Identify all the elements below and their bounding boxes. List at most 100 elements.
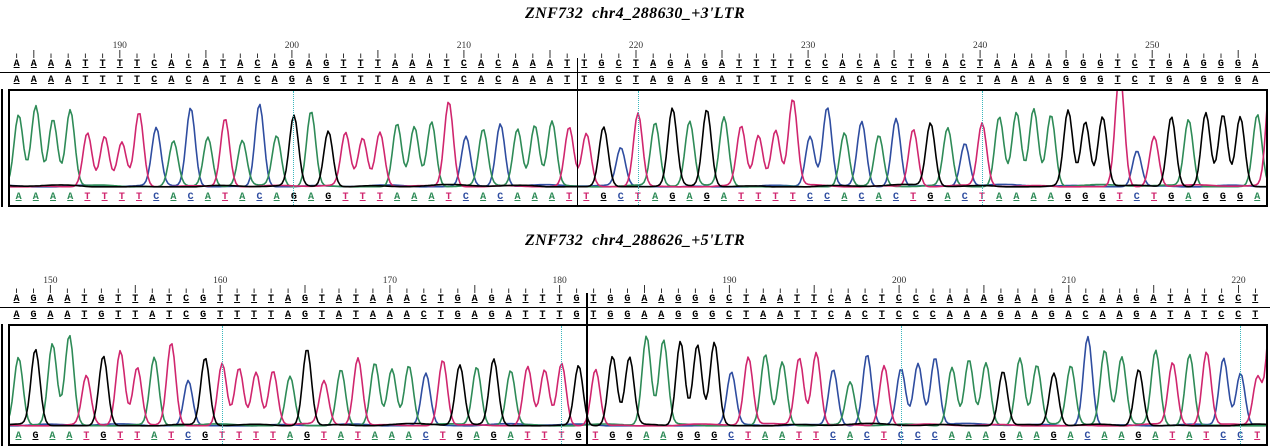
base-letter: T: [251, 294, 258, 305]
base-letter: G: [624, 310, 631, 321]
base-letter: A: [308, 192, 315, 203]
base-letter: G: [301, 310, 308, 321]
base-letter: T: [101, 192, 108, 203]
base-letter: T: [115, 294, 122, 305]
base-letter: T: [976, 59, 983, 70]
base-letter: A: [1011, 75, 1018, 86]
base-letter: A: [948, 431, 955, 442]
base-letter: G: [1202, 192, 1209, 203]
base-letter: C: [959, 75, 966, 86]
base-letter: T: [522, 310, 529, 321]
base-letter: A: [846, 431, 853, 442]
segment-divider-line: [576, 58, 579, 207]
base-letter: T: [1114, 59, 1121, 70]
position-ruler: 150 160 170 180 190 200 210 220: [16, 276, 1256, 293]
base-letter: G: [607, 294, 614, 305]
base-letter: A: [286, 431, 293, 442]
base-letter: T: [755, 192, 762, 203]
base-letter: A: [149, 294, 156, 305]
base-letter: C: [912, 310, 919, 321]
base-letter: A: [1252, 75, 1259, 86]
base-letter: T: [270, 431, 277, 442]
base-letter: A: [369, 310, 376, 321]
base-letter: C: [185, 431, 192, 442]
base-letter: T: [253, 431, 260, 442]
base-letter: A: [65, 75, 72, 86]
base-letter: A: [514, 192, 521, 203]
base-letter: A: [388, 431, 395, 442]
base-letter: T: [234, 294, 241, 305]
base-letter: C: [497, 192, 504, 203]
base-letter: A: [202, 75, 209, 86]
base-letter: A: [1099, 294, 1106, 305]
base-letter: G: [709, 294, 716, 305]
base-letter: A: [512, 75, 519, 86]
base-letter: G: [925, 59, 932, 70]
base-letter: G: [1166, 59, 1173, 70]
base-letter: A: [202, 59, 209, 70]
ruler-number: 150: [43, 276, 58, 286]
base-letter: T: [357, 59, 364, 70]
base-letter: A: [306, 75, 313, 86]
base-letter: G: [694, 431, 701, 442]
base-letter: T: [115, 310, 122, 321]
base-letter: A: [30, 59, 37, 70]
base-letter: T: [736, 59, 743, 70]
base-letter: A: [980, 310, 987, 321]
base-letter: A: [271, 59, 278, 70]
base-letter: G: [1080, 59, 1087, 70]
base-letter: A: [505, 310, 512, 321]
base-letter: A: [996, 192, 1003, 203]
base-letter: A: [1099, 310, 1106, 321]
base-letter: C: [728, 431, 735, 442]
base-letter: A: [168, 75, 175, 86]
base-letter: T: [564, 59, 571, 70]
base-letter: T: [251, 310, 258, 321]
base-letter: A: [371, 431, 378, 442]
base-letter: A: [650, 59, 657, 70]
base-letter: A: [478, 75, 485, 86]
base-letter: A: [1116, 294, 1123, 305]
base-letter: G: [288, 75, 295, 86]
base-letter: T: [880, 431, 887, 442]
trace-path-T: [10, 343, 1266, 427]
base-letter: C: [806, 192, 813, 203]
base-letter: C: [151, 59, 158, 70]
chromatogram-panel-2: ZNF732 chr4_288626_+5'LTR 150 160 170 180 19…: [0, 231, 1270, 446]
base-letter: G: [202, 431, 209, 442]
base-letter: C: [861, 294, 868, 305]
base-letter: C: [827, 294, 834, 305]
base-letter: T: [99, 75, 106, 86]
base-letter: T: [83, 431, 90, 442]
base-letter: T: [1167, 294, 1174, 305]
base-letter: C: [1218, 294, 1225, 305]
ruler-number: 220: [629, 41, 644, 51]
base-letter: C: [895, 294, 902, 305]
base-letter: A: [471, 294, 478, 305]
base-letter: T: [789, 192, 796, 203]
base-letter: T: [81, 294, 88, 305]
base-letter: A: [1031, 310, 1038, 321]
base-letter: T: [222, 192, 229, 203]
base-letter: A: [369, 294, 376, 305]
base-letter: A: [1033, 431, 1040, 442]
base-letter: A: [1047, 192, 1054, 203]
base-letter: A: [237, 75, 244, 86]
base-letter: A: [1184, 294, 1191, 305]
base-letter: A: [1013, 192, 1020, 203]
base-letter: T: [354, 431, 361, 442]
base-letter: G: [490, 431, 497, 442]
base-letter: A: [15, 192, 22, 203]
base-letter: T: [342, 192, 349, 203]
base-letter: C: [961, 192, 968, 203]
base-letter: T: [132, 310, 139, 321]
base-letter: T: [813, 431, 820, 442]
base-letter: A: [1118, 431, 1125, 442]
base-letter: A: [49, 431, 56, 442]
base-letter: A: [426, 59, 433, 70]
base-letter: A: [844, 294, 851, 305]
base-letter: A: [762, 431, 769, 442]
base-letter: T: [1252, 310, 1259, 321]
base-letter: T: [166, 310, 173, 321]
